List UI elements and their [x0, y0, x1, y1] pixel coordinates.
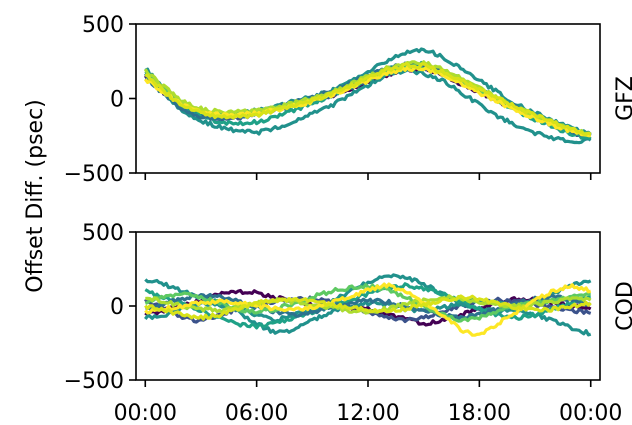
gfz-panel: −500 0 500 GFZ: [64, 13, 632, 187]
cod-panel: −500 0 500 00:00 06:00 12:00 18:00 00:00 COD: [64, 221, 632, 425]
series-line: [144, 47, 592, 136]
x-tick-label: 00:00: [559, 401, 622, 425]
series-line: [144, 292, 592, 321]
x-tick-label: 06:00: [225, 401, 288, 425]
panel-label: GFZ: [613, 76, 632, 121]
y-tick-label: −500: [64, 162, 124, 187]
series-line: [144, 282, 592, 337]
x-tick-label: 12:00: [336, 401, 399, 425]
panel-label: COD: [613, 281, 632, 331]
y-tick-label: 500: [82, 221, 124, 246]
series-line: [144, 68, 592, 145]
x-tick-label: 00:00: [114, 401, 177, 425]
y-tick-label: 0: [110, 295, 124, 320]
y-tick-label: −500: [64, 369, 124, 394]
series-line: [144, 294, 592, 321]
series-line: [144, 62, 592, 136]
y-axis-label: Offset Diff. (psec): [23, 99, 48, 293]
series-group: [143, 47, 592, 145]
y-tick-label: 500: [82, 13, 124, 38]
x-tick-label: 18:00: [448, 401, 511, 425]
y-tick-label: 0: [110, 88, 124, 113]
plot-frame: [135, 23, 601, 174]
series-group: [144, 273, 592, 337]
